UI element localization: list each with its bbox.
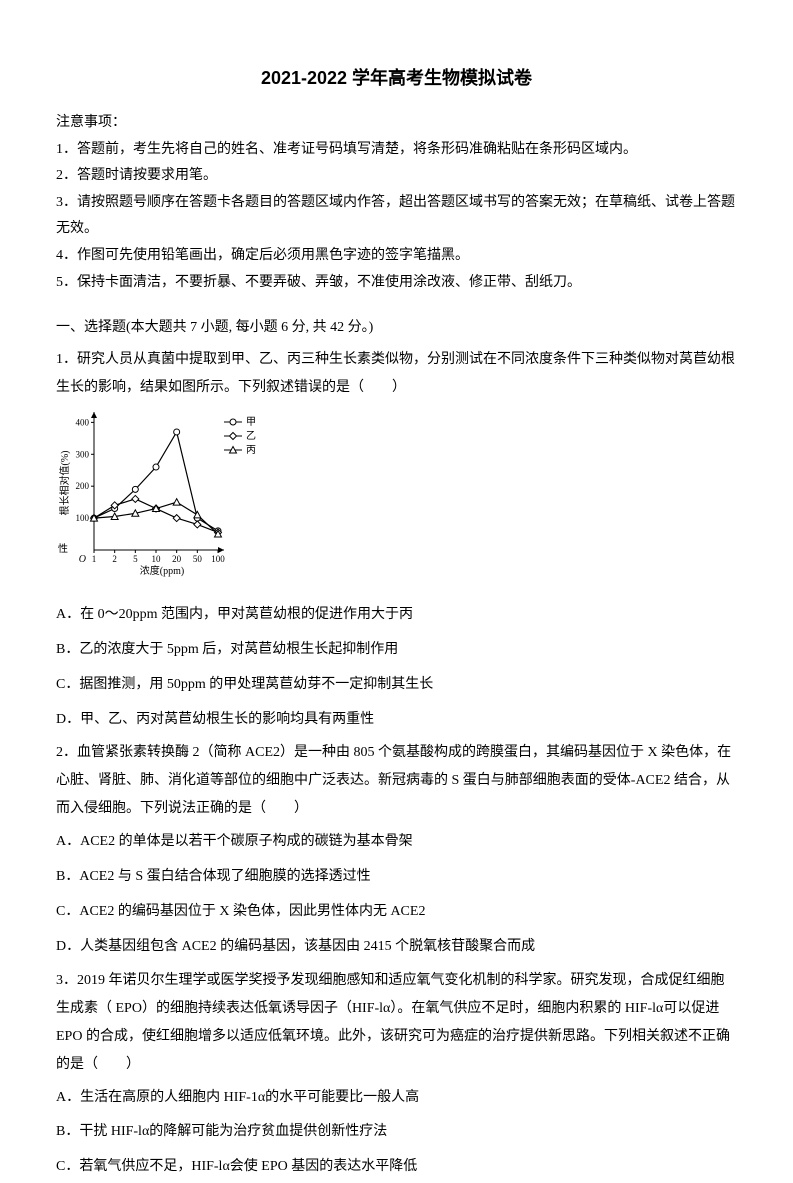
svg-text:100: 100 (211, 554, 225, 564)
svg-text:200: 200 (76, 481, 90, 491)
q2-option-d: D．人类基因组包含 ACE2 的编码基因，该基因由 2415 个脱氧核苷酸聚合而… (56, 932, 737, 963)
svg-text:100: 100 (76, 513, 90, 523)
notice-item: 2．答题时请按要求用笔。 (56, 163, 737, 190)
svg-text:300: 300 (76, 449, 90, 459)
q2-option-b: B．ACE2 与 S 蛋白结合体现了细胞膜的选择透过性 (56, 862, 737, 893)
svg-text:性: 性 (58, 542, 68, 555)
svg-text:浓度(ppm): 浓度(ppm) (140, 564, 184, 577)
page-title: 2021-2022 学年高考生物模拟试卷 (56, 60, 737, 96)
q1-option-d: D．甲、乙、丙对莴苣幼根生长的影响均具有两重性 (56, 705, 737, 736)
svg-text:400: 400 (76, 418, 90, 428)
svg-text:10: 10 (152, 554, 162, 564)
notice-item: 5．保持卡面清洁，不要折暴、不要弄破、弄皱，不准使用涂改液、修正带、刮纸刀。 (56, 270, 737, 297)
svg-text:5: 5 (133, 554, 138, 564)
q1-option-a: A．在 0～20ppm 范围内，甲对莴苣幼根的促进作用大于丙 (56, 600, 737, 631)
q1-option-c: C．据图推测，用 50ppm 的甲处理莴苣幼芽不一定抑制其生长 (56, 670, 737, 701)
q1-stem: 1．研究人员从真菌中提取到甲、乙、丙三种生长素类似物，分别测试在不同浓度条件下三… (56, 346, 737, 402)
q2-stem: 2．血管紧张素转换酶 2（简称 ACE2）是一种由 805 个氨基酸构成的跨膜蛋… (56, 739, 737, 823)
notice-item: 4．作图可先使用铅笔画出，确定后必须用黑色字迹的签字笔描黑。 (56, 243, 737, 270)
section-heading: 一、选择题(本大题共 7 小题, 每小题 6 分, 共 42 分。) (56, 314, 737, 342)
notice-heading: 注意事项： (56, 110, 737, 137)
q3-stem: 3．2019 年诺贝尔生理学或医学奖授予发现细胞感知和适应氧气变化机制的科学家。… (56, 967, 737, 1079)
svg-text:O: O (79, 554, 86, 565)
notice-item: 1．答题前，考生先将自己的姓名、准考证号码填写清楚，将条形码准确粘贴在条形码区域… (56, 137, 737, 164)
q3-option-a: A．生活在高原的人细胞内 HIF-1α的水平可能要比一般人高 (56, 1083, 737, 1114)
notice-item: 3．请按照题号顺序在答题卡各题目的答题区域内作答，超出答题区域书写的答案无效；在… (56, 190, 737, 243)
svg-text:2: 2 (112, 554, 117, 564)
svg-text:甲: 甲 (246, 417, 256, 428)
q1-chart: 1 2 5 10 20 50 100 100 200 300 400 浓度(ppm) 根长相对值(%) O… (56, 408, 737, 594)
svg-text:乙: 乙 (246, 430, 256, 442)
q2-option-c: C．ACE2 的编码基因位于 X 染色体，因此男性体内无 ACE2 (56, 897, 737, 928)
svg-text:50: 50 (193, 554, 203, 564)
svg-text:1: 1 (92, 554, 97, 564)
q2-option-a: A．ACE2 的单体是以若干个碳原子构成的碳链为基本骨架 (56, 827, 737, 858)
q1-option-b: B．乙的浓度大于 5ppm 后，对莴苣幼根生长起抑制作用 (56, 635, 737, 666)
svg-text:丙: 丙 (246, 445, 256, 456)
q3-option-c: C．若氧气供应不足，HIF-lα会使 EPO 基因的表达水平降低 (56, 1152, 737, 1183)
svg-text:20: 20 (172, 554, 182, 564)
svg-text:根长相对值(%): 根长相对值(%) (58, 451, 71, 516)
